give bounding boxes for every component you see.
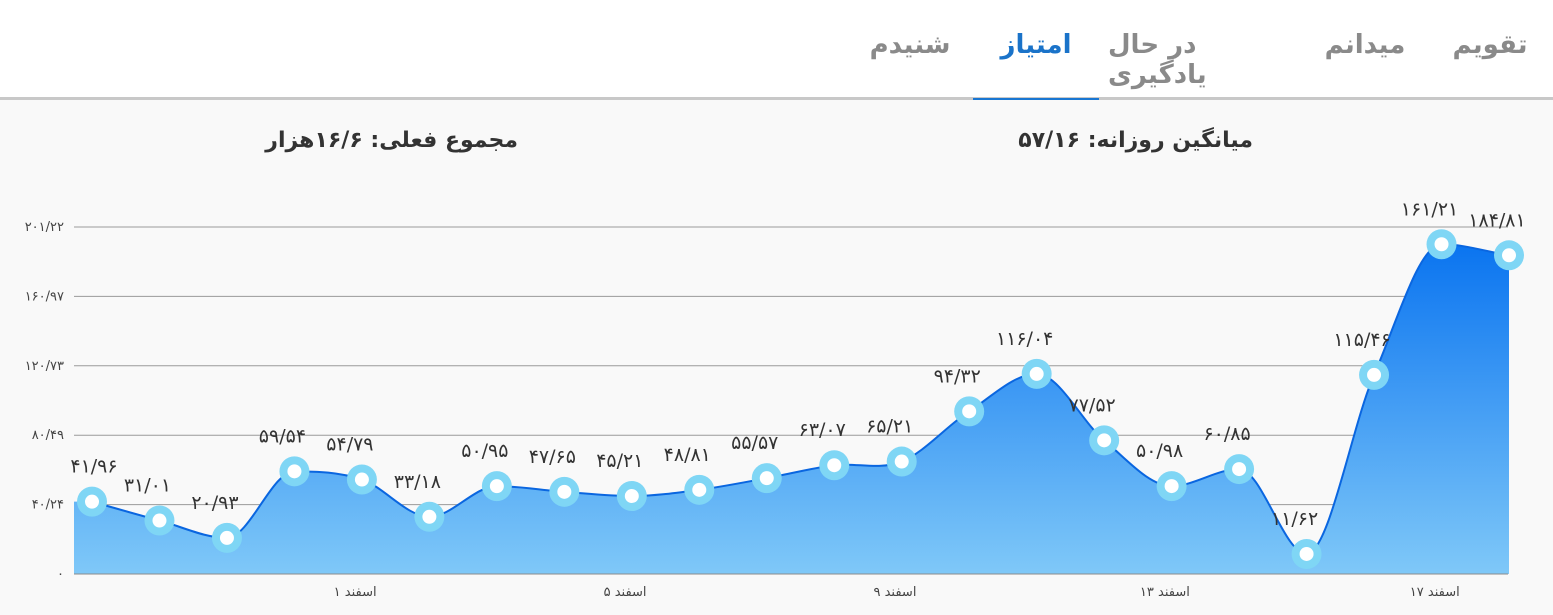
data-label: ۵۵/۵۷ bbox=[731, 432, 778, 454]
data-label: ۴۸/۸۱ bbox=[664, 444, 711, 466]
data-point-marker-center bbox=[894, 454, 909, 469]
x-tick-label: ۱۷ اسفند bbox=[1410, 585, 1460, 600]
data-label: ۱۱۵/۴۶ bbox=[1333, 329, 1390, 351]
y-tick-label: ۰ bbox=[57, 567, 64, 582]
data-label: ۶۵/۲۱ bbox=[866, 416, 913, 438]
data-label: ۱۶۱/۲۱ bbox=[1401, 198, 1458, 220]
data-label: ۷۷/۵۲ bbox=[1069, 394, 1116, 416]
y-tick-label: ۴۰/۲۴ bbox=[32, 498, 64, 513]
data-label: ۱۱۶/۰۴ bbox=[996, 328, 1053, 350]
y-tick-label: ۱۲۰/۷۳ bbox=[25, 359, 64, 374]
current-total-stat: مجموع فعلی: ۱۶/۶هزار bbox=[265, 128, 518, 153]
series-area bbox=[74, 244, 1509, 574]
data-label: ۱۸۴/۸۱ bbox=[1468, 209, 1525, 231]
data-point-marker-center bbox=[85, 494, 99, 509]
data-point-marker-center bbox=[1434, 237, 1449, 252]
tab-calendar[interactable]: تقویم bbox=[1452, 30, 1528, 60]
data-point-marker-center bbox=[1164, 479, 1179, 494]
data-point-marker-center bbox=[1029, 366, 1044, 381]
data-point-marker-center bbox=[152, 513, 167, 528]
data-point-marker-center bbox=[1232, 462, 1247, 477]
tab-heard[interactable]: شنیدم bbox=[869, 30, 951, 60]
data-point-marker-center bbox=[422, 509, 437, 524]
data-point-marker-center bbox=[1367, 367, 1382, 382]
tab-learning[interactable]: در حال یادگیری bbox=[1108, 30, 1207, 90]
data-label: ۶۳/۰۷ bbox=[799, 419, 846, 441]
y-tick-label: ۸۰/۴۹ bbox=[32, 428, 64, 443]
tab-bar: تقویم میدانم در حال یادگیری امتیاز شنیدم bbox=[0, 0, 1553, 103]
data-point-marker-center bbox=[759, 471, 774, 486]
data-point-marker-center bbox=[354, 472, 369, 487]
data-point-marker-center bbox=[962, 404, 977, 419]
y-tick-label: ۲۰۱/۲۲ bbox=[25, 220, 64, 235]
data-point-marker-center bbox=[219, 530, 234, 545]
y-tick-label: ۱۶۰/۹۷ bbox=[25, 289, 64, 304]
data-point-marker-center bbox=[287, 464, 302, 479]
data-label: ۹۴/۳۲ bbox=[934, 365, 981, 387]
data-label: ۱۱/۶۲ bbox=[1271, 508, 1318, 530]
data-label: ۴۷/۶۵ bbox=[529, 446, 576, 468]
x-tick-label: ۹ اسفند bbox=[873, 585, 916, 600]
data-label: ۳۳/۱۸ bbox=[394, 471, 441, 493]
x-tick-label: ۱ اسفند bbox=[334, 585, 377, 600]
x-tick-label: ۱۳ اسفند bbox=[1140, 585, 1190, 600]
data-point-marker-center bbox=[1299, 546, 1314, 561]
data-label: ۵۰/۹۵ bbox=[461, 440, 508, 462]
tab-knowledge[interactable]: میدانم bbox=[1324, 30, 1406, 60]
data-point-marker-center bbox=[489, 479, 504, 494]
data-label: ۵۹/۵۴ bbox=[259, 425, 306, 447]
data-point-marker-center bbox=[1097, 433, 1112, 448]
data-point-marker-center bbox=[827, 458, 842, 473]
data-label: ۴۱/۹۶ bbox=[70, 456, 117, 478]
data-label: ۳۱/۰۱ bbox=[124, 475, 171, 497]
x-tick-label: ۵ اسفند bbox=[604, 585, 647, 600]
data-label: ۶۰/۸۵ bbox=[1203, 423, 1250, 445]
data-point-marker-center bbox=[692, 482, 707, 497]
data-label: ۲۰/۹۳ bbox=[191, 492, 238, 514]
data-label: ۴۵/۲۱ bbox=[596, 450, 643, 472]
data-point-marker-center bbox=[624, 489, 639, 504]
data-label: ۵۰/۹۸ bbox=[1136, 440, 1183, 462]
data-label: ۵۴/۷۹ bbox=[326, 434, 373, 456]
data-point-marker-center bbox=[1502, 248, 1516, 263]
daily-average-stat: میانگین روزانه: ۵۷/۱۶ bbox=[1018, 128, 1253, 153]
data-point-marker-center bbox=[557, 484, 572, 499]
